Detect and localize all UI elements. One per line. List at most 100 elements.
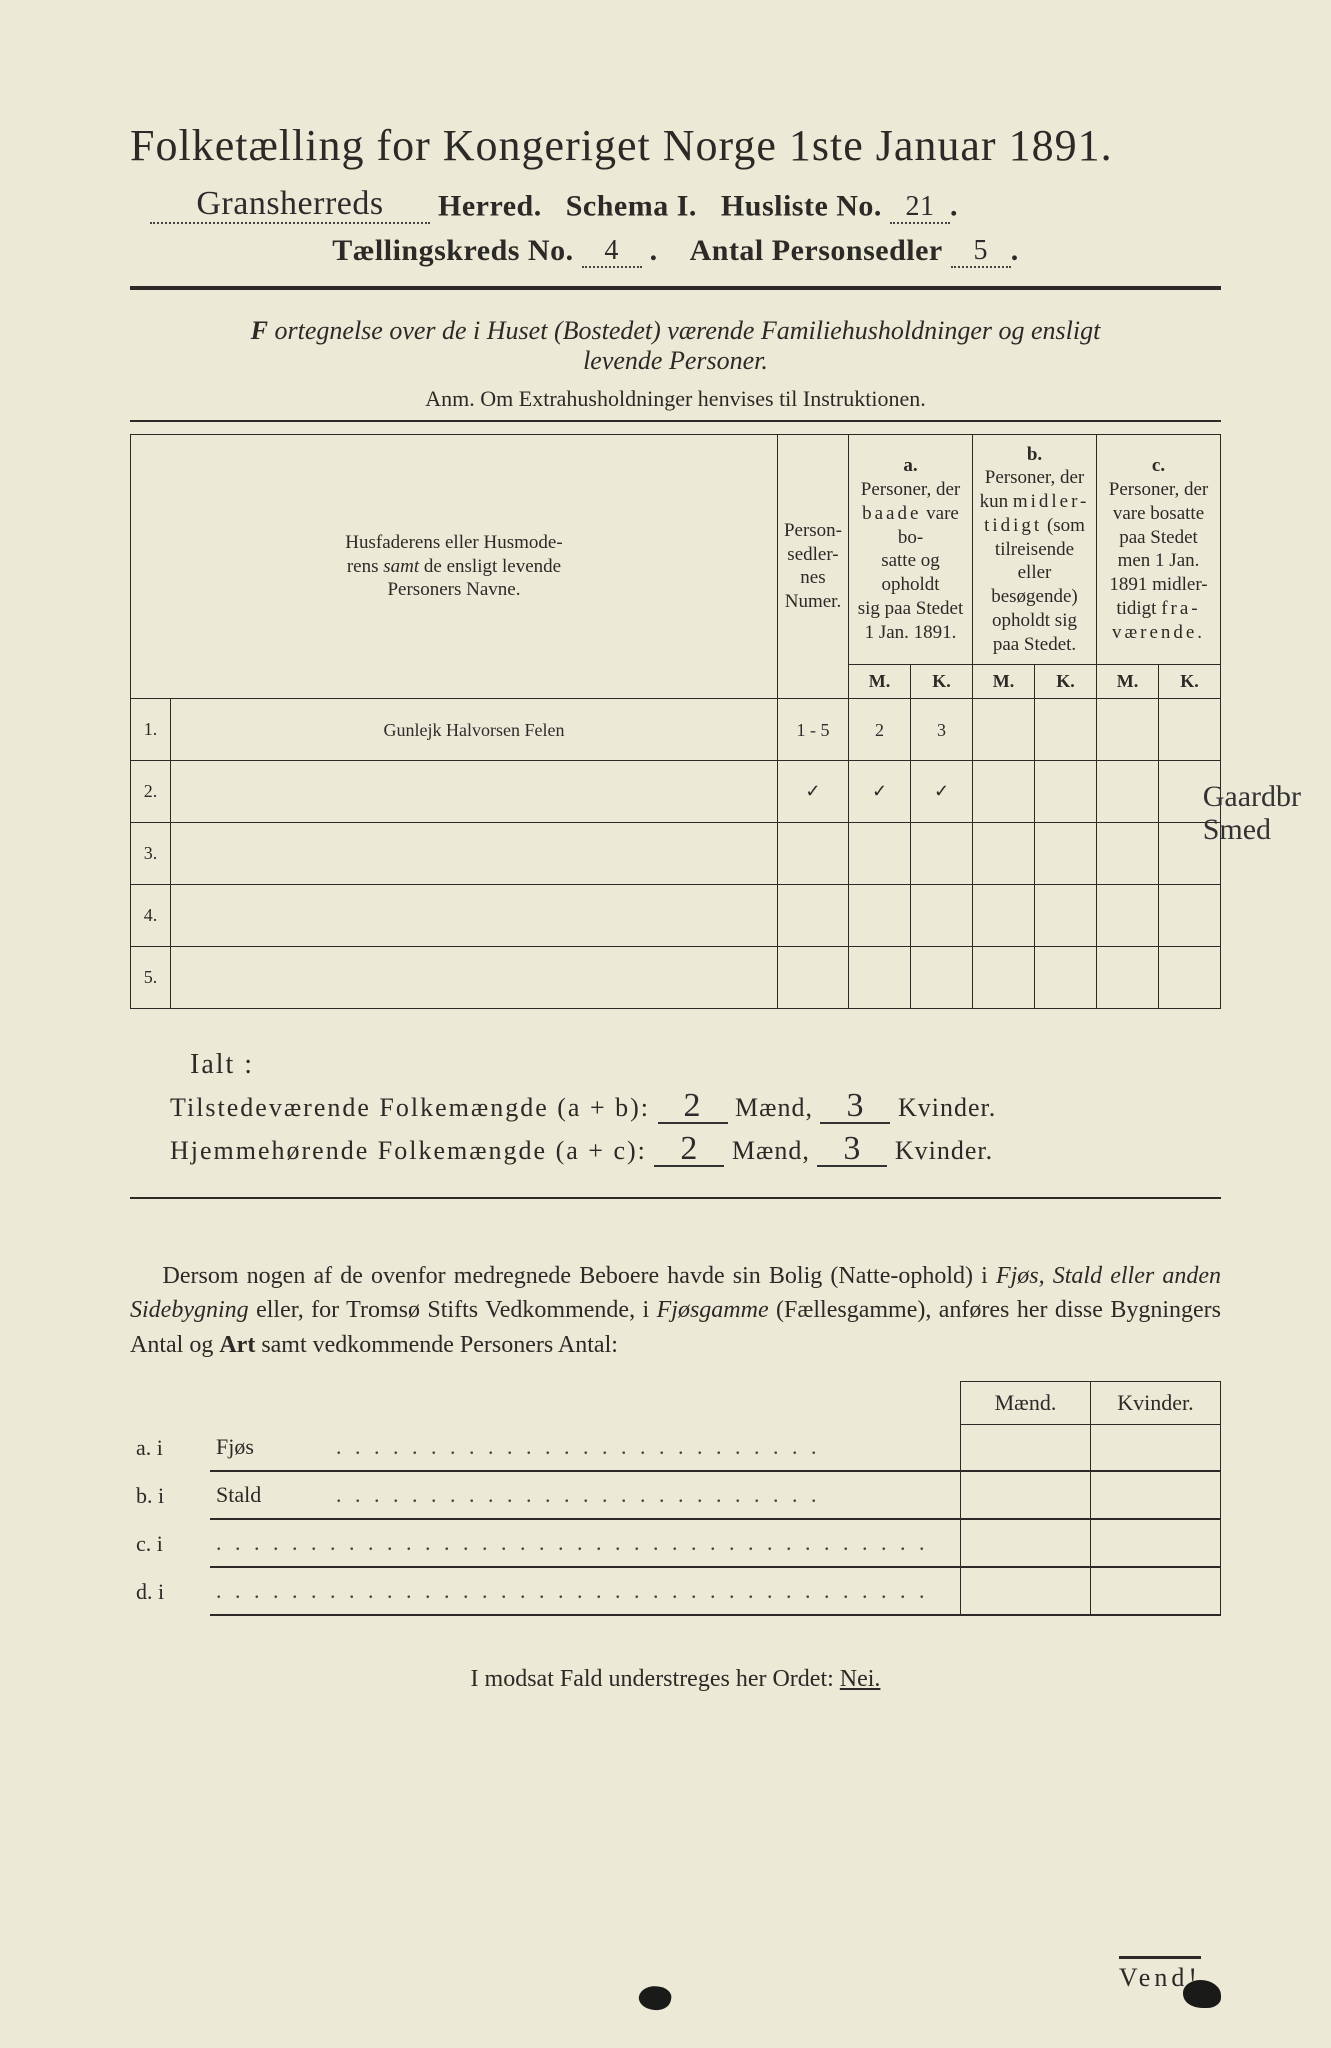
row-sedler: ✓: [777, 761, 848, 823]
mk-head: K.: [1159, 665, 1221, 699]
row-name: [171, 885, 778, 947]
side-row: c. i . . . . . . . . . . . . . . . . . .…: [130, 1519, 1221, 1567]
ialt-ab-k: 3: [820, 1091, 890, 1124]
side-name: Fjøs: [210, 1424, 330, 1471]
row-b-k: [1035, 885, 1097, 947]
row-b-m: [973, 823, 1035, 885]
row-a-m: [849, 947, 911, 1009]
divider: [130, 420, 1221, 422]
side-m: [961, 1471, 1091, 1519]
kvinder-label: Kvinder.: [898, 1093, 996, 1122]
row-b-k: [1035, 823, 1097, 885]
row-c-k: [1159, 699, 1221, 761]
row-b-m: [973, 761, 1035, 823]
col-sedler-head: Person-sedler-nesNumer.: [777, 434, 848, 699]
side-head-k: Kvinder.: [1091, 1381, 1221, 1424]
side-k: [1091, 1567, 1221, 1615]
final-line: I modsat Fald understreges her Ordet: Ne…: [130, 1666, 1221, 1693]
ialt-ab-label: Tilstedeværende Folkemængde (a + b):: [170, 1093, 650, 1122]
margin-note-l1: Gaardbr: [1203, 780, 1301, 813]
col-c-head: c. Personer, dervare bosattepaa Stedetme…: [1097, 434, 1221, 665]
mk-head: M.: [973, 665, 1035, 699]
kreds-line: Tællingskreds No. 4 . Antal Personsedler…: [130, 234, 1221, 268]
row-a-k: 3: [911, 699, 973, 761]
ialt-ac-line: Hjemmehørende Folkemængde (a + c): 2 Mæn…: [170, 1134, 1221, 1167]
side-k: [1091, 1519, 1221, 1567]
side-row: d. i . . . . . . . . . . . . . . . . . .…: [130, 1567, 1221, 1615]
final-nei: Nei.: [840, 1666, 881, 1692]
table-head-row1: Husfaderens eller Husmode-rens samt de e…: [131, 434, 1221, 665]
side-label: c. i: [130, 1519, 210, 1567]
divider: [130, 1197, 1221, 1199]
row-a-m: [849, 885, 911, 947]
row-c-m: [1097, 761, 1159, 823]
row-c-m: [1097, 823, 1159, 885]
divider: [130, 286, 1221, 290]
side-m: [961, 1424, 1091, 1471]
census-form-page: Folketælling for Kongeriget Norge 1ste J…: [0, 0, 1331, 2048]
kreds-no: 4: [582, 238, 642, 267]
table-row: 1. Gunlejk Halvorsen Felen 1 - 5 2 3: [131, 699, 1221, 761]
side-dots: . . . . . . . . . . . . . . . . . . . . …: [210, 1567, 961, 1615]
row-b-k: [1035, 947, 1097, 1009]
ialt-ac-label: Hjemmehørende Folkemængde (a + c):: [170, 1136, 647, 1165]
row-c-m: [1097, 885, 1159, 947]
row-b-m: [973, 699, 1035, 761]
ink-blot-icon: [1183, 1980, 1221, 2008]
row-b-m: [973, 885, 1035, 947]
margin-note-l2: Smed: [1203, 813, 1271, 846]
row-sedler: [777, 947, 848, 1009]
intro-l2: levende Personer.: [583, 346, 768, 375]
row-c-m: [1097, 699, 1159, 761]
ialt-ab-line: Tilstedeværende Folkemængde (a + b): 2 M…: [170, 1091, 1221, 1124]
side-dots: . . . . . . . . . . . . . . . . . . . . …: [330, 1424, 961, 1471]
side-label: b. i: [130, 1471, 210, 1519]
margin-note: Gaardbr Smed: [1203, 780, 1301, 846]
row-num: 2.: [131, 761, 171, 823]
row-name: [171, 947, 778, 1009]
row-num: 4.: [131, 885, 171, 947]
row-a-k: [911, 947, 973, 1009]
kreds-label: Tællingskreds No.: [332, 234, 573, 267]
side-label: a. i: [130, 1424, 210, 1471]
table-row: 2. ✓ ✓ ✓: [131, 761, 1221, 823]
row-a-k: [911, 885, 973, 947]
mk-head: M.: [1097, 665, 1159, 699]
side-label: d. i: [130, 1567, 210, 1615]
side-head-row: Mænd. Kvinder.: [130, 1381, 1221, 1424]
husliste-label: Husliste No.: [721, 190, 882, 223]
ialt-ac-m: 2: [654, 1134, 724, 1167]
row-b-k: [1035, 761, 1097, 823]
row-num: 5.: [131, 947, 171, 1009]
mk-head: M.: [849, 665, 911, 699]
mk-head: K.: [911, 665, 973, 699]
side-row: a. i Fjøs . . . . . . . . . . . . . . . …: [130, 1424, 1221, 1471]
row-a-m: 2: [849, 699, 911, 761]
row-b-m: [973, 947, 1035, 1009]
ink-blot-icon: [637, 1983, 673, 2013]
ialt-ab-m: 2: [658, 1091, 728, 1124]
herred-line: Gransherreds Herred. Schema I. Husliste …: [130, 189, 1221, 224]
col-a-head: a. Personer, derbaade vare bo-satte og o…: [849, 434, 973, 665]
antal-no: 5: [951, 238, 1011, 267]
row-c-m: [1097, 947, 1159, 1009]
page-title: Folketælling for Kongeriget Norge 1ste J…: [130, 120, 1221, 171]
row-a-m: [849, 823, 911, 885]
ialt-heading: Ialt :: [190, 1049, 1221, 1081]
side-row: b. i Stald . . . . . . . . . . . . . . .…: [130, 1471, 1221, 1519]
herred-value: Gransherreds: [150, 189, 430, 224]
side-m: [961, 1519, 1091, 1567]
row-num: 3.: [131, 823, 171, 885]
main-table: Husfaderens eller Husmode-rens samt de e…: [130, 434, 1221, 1010]
side-building-table: Mænd. Kvinder. a. i Fjøs . . . . . . . .…: [130, 1381, 1221, 1617]
side-m: [961, 1567, 1091, 1615]
side-name: Stald: [210, 1471, 330, 1519]
final-pre: I modsat Fald understreges her Ordet:: [471, 1666, 834, 1692]
table-row: 4.: [131, 885, 1221, 947]
antal-label: Antal Personsedler: [690, 234, 943, 267]
ialt-block: Ialt : Tilstedeværende Folkemængde (a + …: [130, 1049, 1221, 1166]
intro-text: FFortegnelse over de i Huset (Bostedet) …: [130, 316, 1221, 376]
ialt-ac-k: 3: [817, 1134, 887, 1167]
row-name: [171, 761, 778, 823]
row-sedler: 1 - 5: [777, 699, 848, 761]
